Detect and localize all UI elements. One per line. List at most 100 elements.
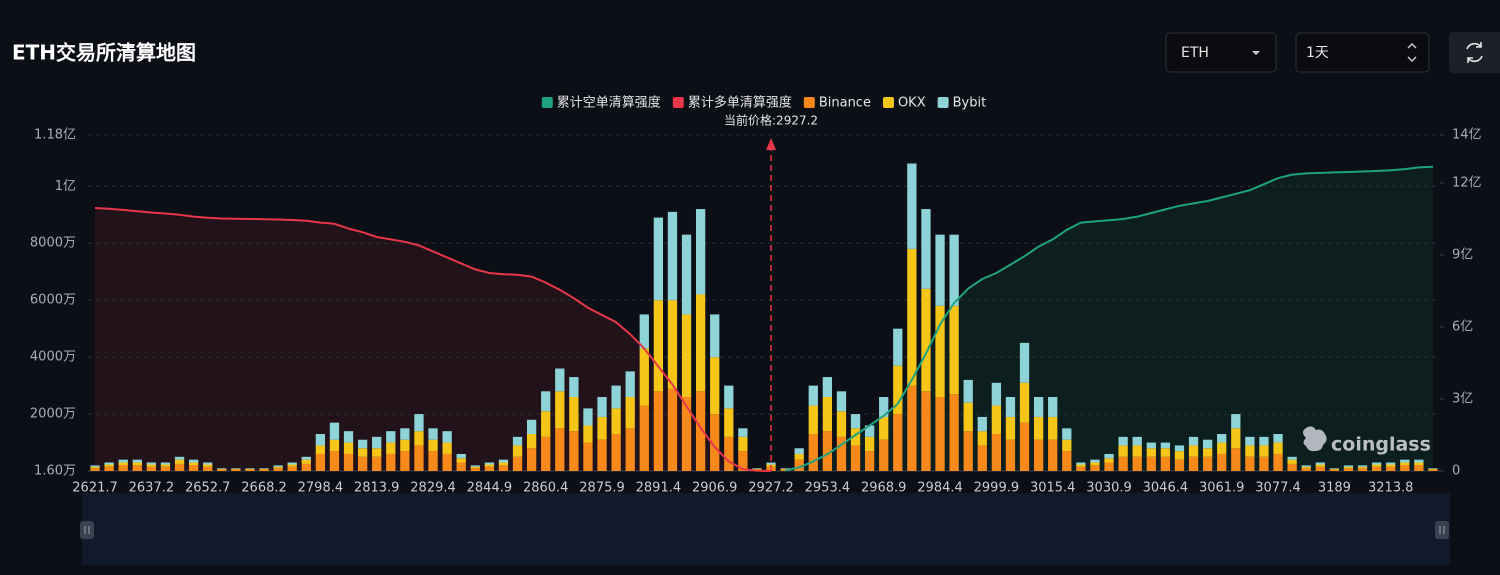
x-tick-label: 2798.4 [298,481,344,496]
bar [949,234,959,306]
bar [526,419,537,435]
select-box[interactable] [1165,32,1277,73]
bar [203,466,213,471]
bar [949,394,959,471]
bar [90,465,100,467]
zoom-track[interactable] [82,493,1450,565]
bar [1231,448,1241,471]
bar [1343,466,1354,469]
bar [118,462,128,466]
bar [118,459,128,463]
select-box[interactable] [1295,32,1430,73]
select-value[interactable]: ETH [1181,45,1209,61]
watermark: coinglass [1303,426,1431,456]
bar [639,314,649,349]
zoom-handle[interactable] [80,521,94,539]
bar [414,445,424,471]
bar [1019,422,1030,471]
bar [245,469,255,471]
handle-grip [1439,526,1445,534]
bar [653,391,664,471]
bar [245,468,255,470]
bar [653,217,664,301]
y-tick-label: 1.60万 [34,464,76,479]
bar [400,439,410,452]
bar [1174,451,1185,460]
bar [667,300,678,389]
bar [1315,464,1325,467]
legend-label: OKX [898,96,926,111]
bar [1259,456,1269,471]
y-tick-label: 8000万 [30,236,76,251]
bar [357,448,368,457]
bar [667,211,678,301]
bar [555,391,565,429]
bar [203,462,213,465]
bar [1132,436,1142,446]
bar [611,385,621,409]
bar [386,442,396,454]
bar [1414,462,1424,466]
bar [273,466,283,469]
x-tick-label: 3030.9 [1086,481,1132,496]
bar [1160,456,1171,471]
bar [442,453,452,471]
bar [1062,451,1072,471]
refresh-button[interactable] [1449,32,1500,73]
period-select[interactable]: 1天 [1295,32,1430,73]
bar [1104,458,1114,463]
bar [372,436,382,449]
bar [1033,397,1044,417]
bar [597,439,607,471]
x-tick-label: 2637.2 [129,481,175,496]
bar [470,465,480,467]
bar [1414,465,1424,471]
bar [217,468,227,469]
bar [921,209,931,289]
bar [977,445,987,471]
bar [1245,445,1255,457]
x-tick-label: 2652.7 [185,481,231,496]
symbol-select[interactable]: ETH [1165,32,1277,73]
bar [428,439,438,452]
bar [512,456,523,471]
updown-icon [1407,43,1417,62]
bar [1033,416,1044,440]
bar [287,466,297,471]
x-tick-label: 3046.4 [1143,481,1189,496]
bar [203,464,213,467]
bar [864,436,875,452]
select-value[interactable]: 1天 [1306,45,1329,61]
button-bg[interactable] [1449,32,1500,73]
bar [400,451,410,471]
bar [132,465,142,471]
x-tick-label: 2891.4 [636,481,682,496]
zoom-handle[interactable] [1435,521,1449,539]
bar [991,434,1002,471]
bar [850,414,861,429]
bar [146,466,157,471]
watermark-text: coinglass [1331,434,1431,456]
bar [766,462,776,465]
bar [738,428,748,437]
bar [1343,465,1354,467]
bar [625,397,635,429]
bar [104,462,114,465]
data-zoom[interactable] [80,493,1450,565]
bar [879,439,889,471]
bar [935,397,945,471]
bar [710,314,720,358]
bar [569,431,579,471]
bar [1357,468,1368,471]
y2-tick-label: 0 [1452,464,1460,479]
bar [710,357,720,415]
bar [1371,466,1382,471]
y-tick-label: 4000万 [30,350,76,365]
bar [625,371,635,398]
bar [442,431,452,443]
refresh-icon [1466,42,1483,63]
bar [1301,465,1311,467]
bar [724,385,734,409]
bar [90,468,100,471]
bar [386,431,396,443]
